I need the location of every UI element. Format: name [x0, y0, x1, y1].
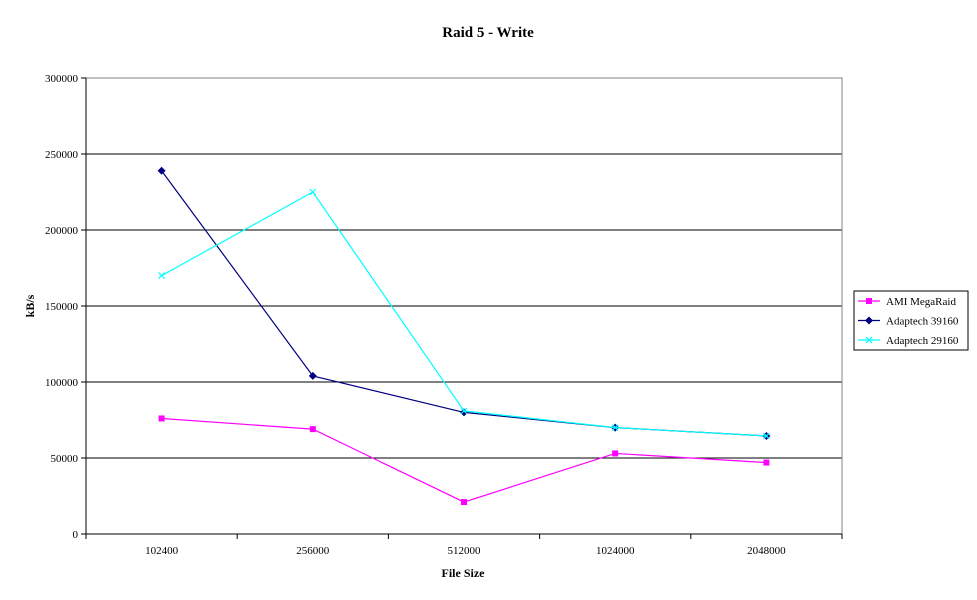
x-axis-ticks: 102400 256000 512000 1024000 2048000	[85, 78, 843, 557]
legend-label: Adaptech 29160	[886, 335, 959, 347]
x-tick-label: 2048000	[747, 545, 786, 557]
legend-label: Adaptech 39160	[886, 316, 959, 328]
y-tick-label: 0	[73, 529, 79, 541]
y-tick-label: 150000	[45, 301, 79, 313]
x-marker	[309, 188, 317, 196]
y-tick-label: 300000	[45, 73, 79, 85]
chart-title: Raid 5 - Write	[442, 25, 534, 41]
y-tick-label: 250000	[45, 149, 79, 161]
series-line	[161, 170, 767, 437]
x-marker	[460, 407, 468, 415]
diamond-marker	[308, 371, 317, 380]
x-marker	[158, 272, 166, 280]
y-axis-title: kB/s	[23, 294, 37, 317]
legend-entry: Adaptech 29160	[858, 335, 959, 347]
series-group	[157, 166, 771, 506]
square-marker	[866, 298, 872, 304]
y-tick-label: 100000	[45, 377, 79, 389]
x-tick-label: 512000	[448, 545, 482, 557]
x-axis-title: File Size	[442, 566, 486, 580]
y-axis-ticks: 0 50000 100000 150000 200000 250000 300000	[45, 73, 86, 541]
diamond-marker	[157, 166, 166, 175]
x-marker	[762, 432, 770, 440]
square-marker	[158, 415, 165, 422]
x-marker	[611, 424, 619, 432]
x-marker-stroke	[158, 272, 166, 280]
legend-entry: AMI MegaRaid	[858, 296, 956, 308]
x-tick-label: 256000	[296, 545, 330, 557]
x-tick-label: 1024000	[596, 545, 635, 557]
series-ami-megaraid	[158, 415, 770, 506]
diamond-marker	[460, 408, 468, 417]
x-marker-stroke	[762, 432, 770, 440]
square-marker	[461, 499, 467, 506]
y-tick-label: 50000	[51, 453, 79, 465]
square-marker	[763, 459, 770, 466]
x-marker-stroke	[309, 188, 317, 196]
x-marker-stroke	[611, 424, 619, 432]
x-marker-stroke	[460, 407, 468, 415]
y-tick-label: 200000	[45, 225, 79, 237]
legend-entry: Adaptech 39160	[858, 316, 959, 328]
legend-label: AMI MegaRaid	[886, 296, 956, 308]
x-marker-stroke	[865, 336, 873, 344]
x-tick-label: 102400	[145, 545, 179, 557]
legend: AMI MegaRaid Adaptech 39160 Adaptech 29160	[853, 290, 969, 351]
series-adaptech-29160	[158, 188, 770, 440]
diamond-marker	[865, 316, 873, 325]
gridlines	[86, 153, 842, 459]
square-marker	[612, 450, 619, 457]
series-line	[161, 191, 767, 437]
x-marker	[865, 336, 873, 344]
square-marker	[309, 426, 316, 433]
series-adaptech-39160	[157, 166, 771, 440]
